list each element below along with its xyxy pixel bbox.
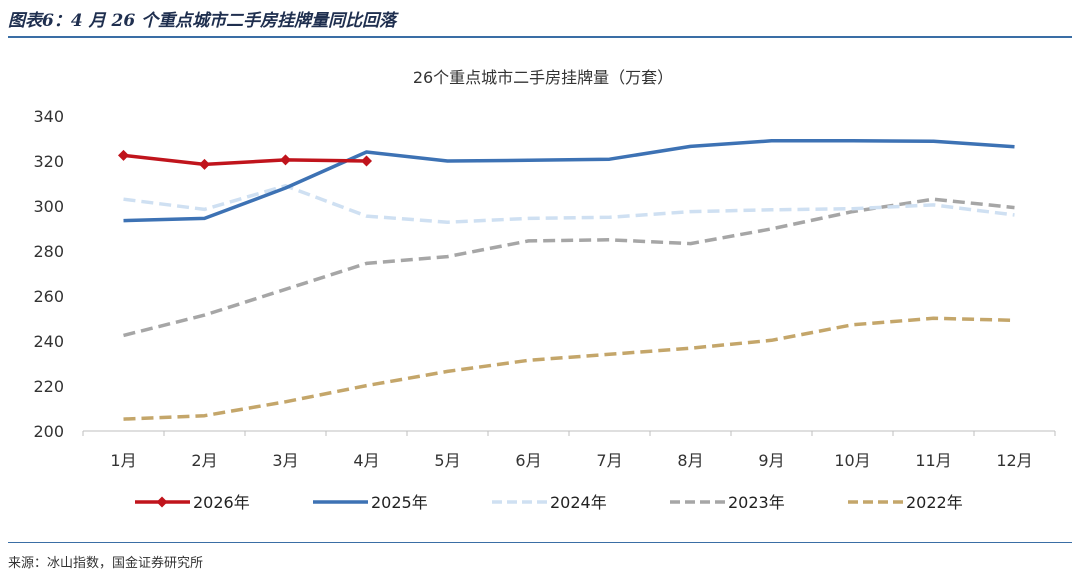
data-point-marker xyxy=(361,155,372,167)
legend-label: 2024年 xyxy=(550,493,607,512)
y-tick-label: 300 xyxy=(33,197,64,216)
axes: 1月 2月 3月 4月 5月 6月 7月 8月 9月 10月 11月 12月 200 220 240 260 2… xyxy=(33,107,1056,470)
legend-marker xyxy=(156,496,168,508)
x-tick-label: 1月 xyxy=(110,451,136,470)
y-tick-label: 260 xyxy=(33,287,64,306)
x-tick-label: 11月 xyxy=(915,451,951,470)
x-tick-label: 5月 xyxy=(434,451,460,470)
y-tick-label: 340 xyxy=(33,107,64,126)
legend-label: 2025年 xyxy=(371,493,428,512)
data-point-marker xyxy=(280,154,291,166)
x-tick-label: 10月 xyxy=(834,451,870,470)
x-tick-label: 4月 xyxy=(353,451,379,470)
x-tick-label: 6月 xyxy=(515,451,541,470)
figure-title: 图表6：4 月 26 个重点城市二手房挂牌量同比回落 xyxy=(8,11,397,31)
x-tick-label: 12月 xyxy=(996,451,1032,470)
series-line xyxy=(123,153,367,167)
legend: 2026年 2025年 2024年 2023年 2022年 xyxy=(135,493,963,512)
bottom-rule xyxy=(8,542,1072,543)
y-tick-label: 280 xyxy=(33,242,64,261)
y-tick-label: 220 xyxy=(33,377,64,396)
y-tick-label: 240 xyxy=(33,332,64,351)
x-tick-label: 7月 xyxy=(596,451,622,470)
legend-label: 2023年 xyxy=(728,493,785,512)
data-point-marker xyxy=(118,149,129,161)
y-tick-label: 320 xyxy=(33,152,64,171)
series-line xyxy=(123,197,1015,338)
legend-label: 2026年 xyxy=(193,493,250,512)
plot-area xyxy=(118,139,1015,421)
data-point-marker xyxy=(199,158,210,170)
series-line xyxy=(123,139,1015,223)
x-tick-label: 8月 xyxy=(677,451,703,470)
chart-title: 26个重点城市二手房挂牌量（万套） xyxy=(413,68,673,87)
legend-label: 2022年 xyxy=(906,493,963,512)
x-tick-label: 3月 xyxy=(272,451,298,470)
x-tick-label: 2月 xyxy=(191,451,217,470)
x-tick-label: 9月 xyxy=(758,451,784,470)
series-line xyxy=(123,184,1015,224)
source-note: 来源：冰山指数，国金证券研究所 xyxy=(8,556,204,571)
top-rule xyxy=(8,36,1072,38)
y-tick-label: 200 xyxy=(33,422,64,441)
series-line xyxy=(123,316,1015,421)
